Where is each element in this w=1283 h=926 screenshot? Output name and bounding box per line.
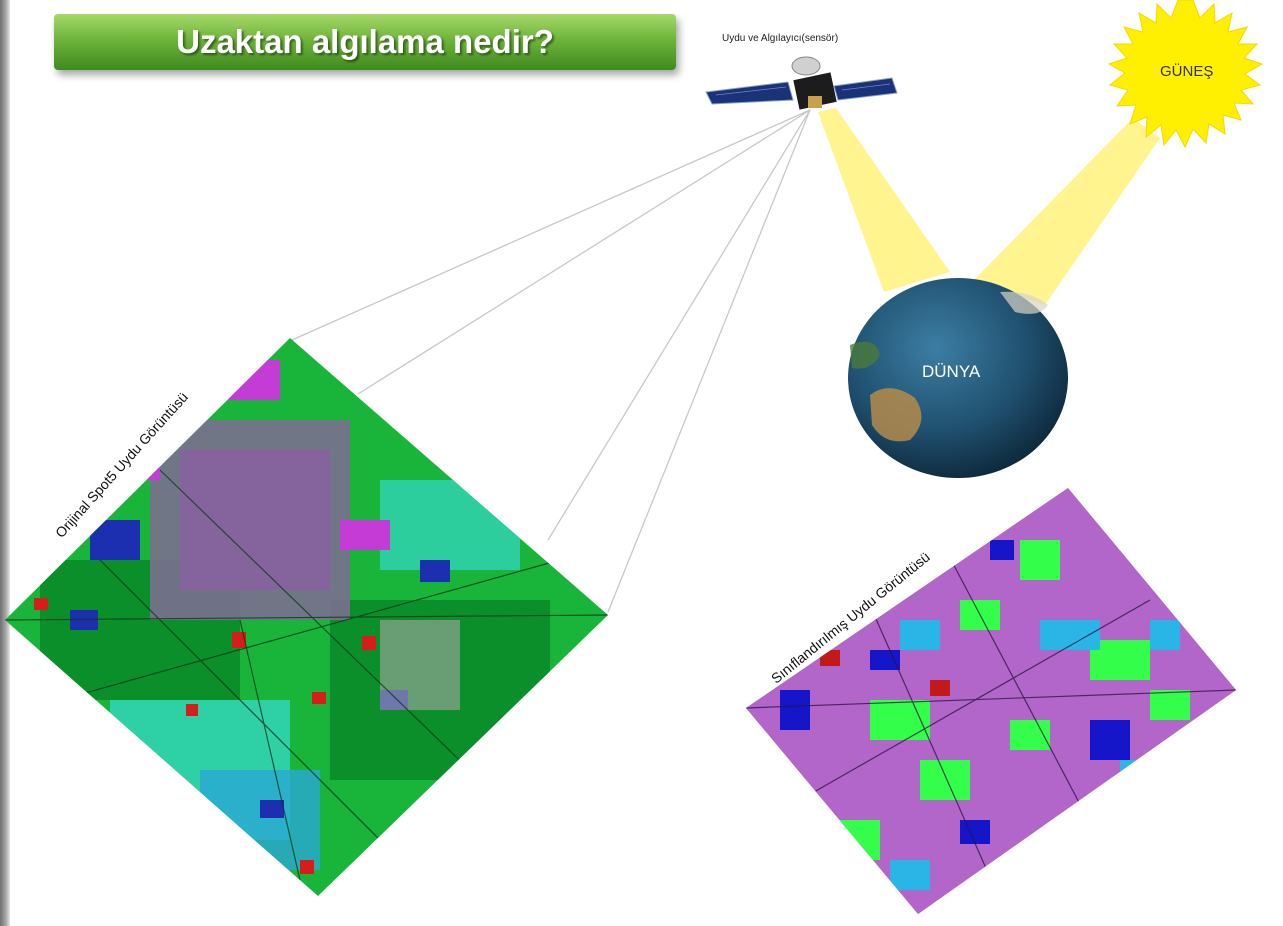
original-satellite-image <box>5 338 608 896</box>
view-line-2 <box>357 109 811 395</box>
satellite-label: Uydu ve Algılayıcı(sensör) <box>722 33 839 44</box>
satellite-icon <box>705 56 898 110</box>
view-line-4 <box>607 109 811 613</box>
sensor-view-lines <box>291 109 811 613</box>
classified-satellite-image <box>746 488 1236 914</box>
reflected-beam <box>818 108 950 292</box>
earth-label: DÜNYA <box>922 362 981 381</box>
view-line-1 <box>291 109 811 341</box>
left-edge-bar <box>0 0 10 926</box>
sun-beam <box>972 118 1160 305</box>
sun-icon <box>1107 0 1264 149</box>
sun-label: GÜNEŞ <box>1160 63 1214 80</box>
title-banner: Uzaktan algılama nedir? <box>54 14 676 70</box>
view-line-3 <box>547 109 811 541</box>
earth-icon <box>848 278 1068 478</box>
page-title: Uzaktan algılama nedir? <box>176 23 554 60</box>
